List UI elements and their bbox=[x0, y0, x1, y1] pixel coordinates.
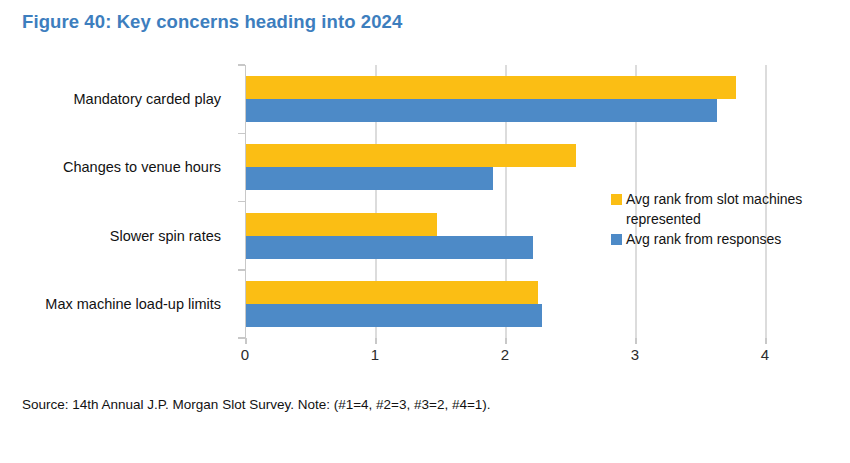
y-axis-tick-mark bbox=[238, 337, 245, 339]
legend-swatch-machines-icon bbox=[611, 194, 622, 205]
y-axis-tick-mark bbox=[238, 269, 245, 271]
category-label-cell: Slower spin rates bbox=[0, 202, 233, 270]
bar-group bbox=[246, 144, 765, 190]
figure-40-chart: Figure 40: Key concerns heading into 202… bbox=[0, 0, 850, 463]
bar-group bbox=[246, 281, 765, 327]
x-axis-tick-label: 3 bbox=[615, 346, 655, 363]
y-axis-tick-mark bbox=[238, 133, 245, 135]
bar-avg-rank-responses bbox=[246, 167, 493, 190]
bar-avg-rank-machines bbox=[246, 281, 538, 304]
x-axis-tick-mark bbox=[505, 338, 507, 344]
category-label: Slower spin rates bbox=[110, 228, 233, 244]
legend-label-responses: Avg rank from responses bbox=[626, 229, 831, 249]
x-axis-tick-mark bbox=[635, 338, 637, 344]
x-axis-tick-label: 0 bbox=[225, 346, 265, 363]
x-axis-tick-label: 4 bbox=[745, 346, 785, 363]
bar-avg-rank-responses bbox=[246, 236, 533, 259]
category-label: Changes to venue hours bbox=[63, 159, 233, 175]
x-axis-tick-label: 2 bbox=[485, 346, 525, 363]
figure-title: Figure 40: Key concerns heading into 202… bbox=[22, 11, 402, 33]
legend-label-machines: Avg rank from slot machines represented bbox=[626, 189, 831, 229]
source-note: Source: 14th Annual J.P. Morgan Slot Sur… bbox=[22, 397, 491, 412]
bar-row bbox=[246, 65, 765, 133]
x-axis-tick-mark bbox=[245, 338, 247, 344]
legend: Avg rank from slot machines represented … bbox=[611, 189, 843, 249]
category-label: Max machine load-up limits bbox=[45, 296, 233, 312]
bar-avg-rank-machines bbox=[246, 76, 736, 99]
bar-avg-rank-responses bbox=[246, 304, 542, 327]
bar-row bbox=[246, 270, 765, 338]
category-label-cell: Changes to venue hours bbox=[0, 133, 233, 201]
category-label-cell: Max machine load-up limits bbox=[0, 270, 233, 338]
legend-item-machines: Avg rank from slot machines represented bbox=[611, 189, 843, 229]
legend-swatch-responses-icon bbox=[611, 234, 622, 245]
x-axis-tick-label: 1 bbox=[355, 346, 395, 363]
bar-avg-rank-machines bbox=[246, 144, 576, 167]
y-axis-tick-mark bbox=[238, 64, 245, 66]
bar-avg-rank-machines bbox=[246, 213, 437, 236]
bar-group bbox=[246, 76, 765, 122]
x-axis-tick-mark bbox=[765, 338, 767, 344]
bar-avg-rank-responses bbox=[246, 99, 717, 122]
category-label-cell: Mandatory carded play bbox=[0, 65, 233, 133]
category-label: Mandatory carded play bbox=[74, 91, 234, 107]
y-axis-tick-mark bbox=[238, 201, 245, 203]
x-axis-tick-mark bbox=[375, 338, 377, 344]
legend-item-responses: Avg rank from responses bbox=[611, 229, 843, 249]
